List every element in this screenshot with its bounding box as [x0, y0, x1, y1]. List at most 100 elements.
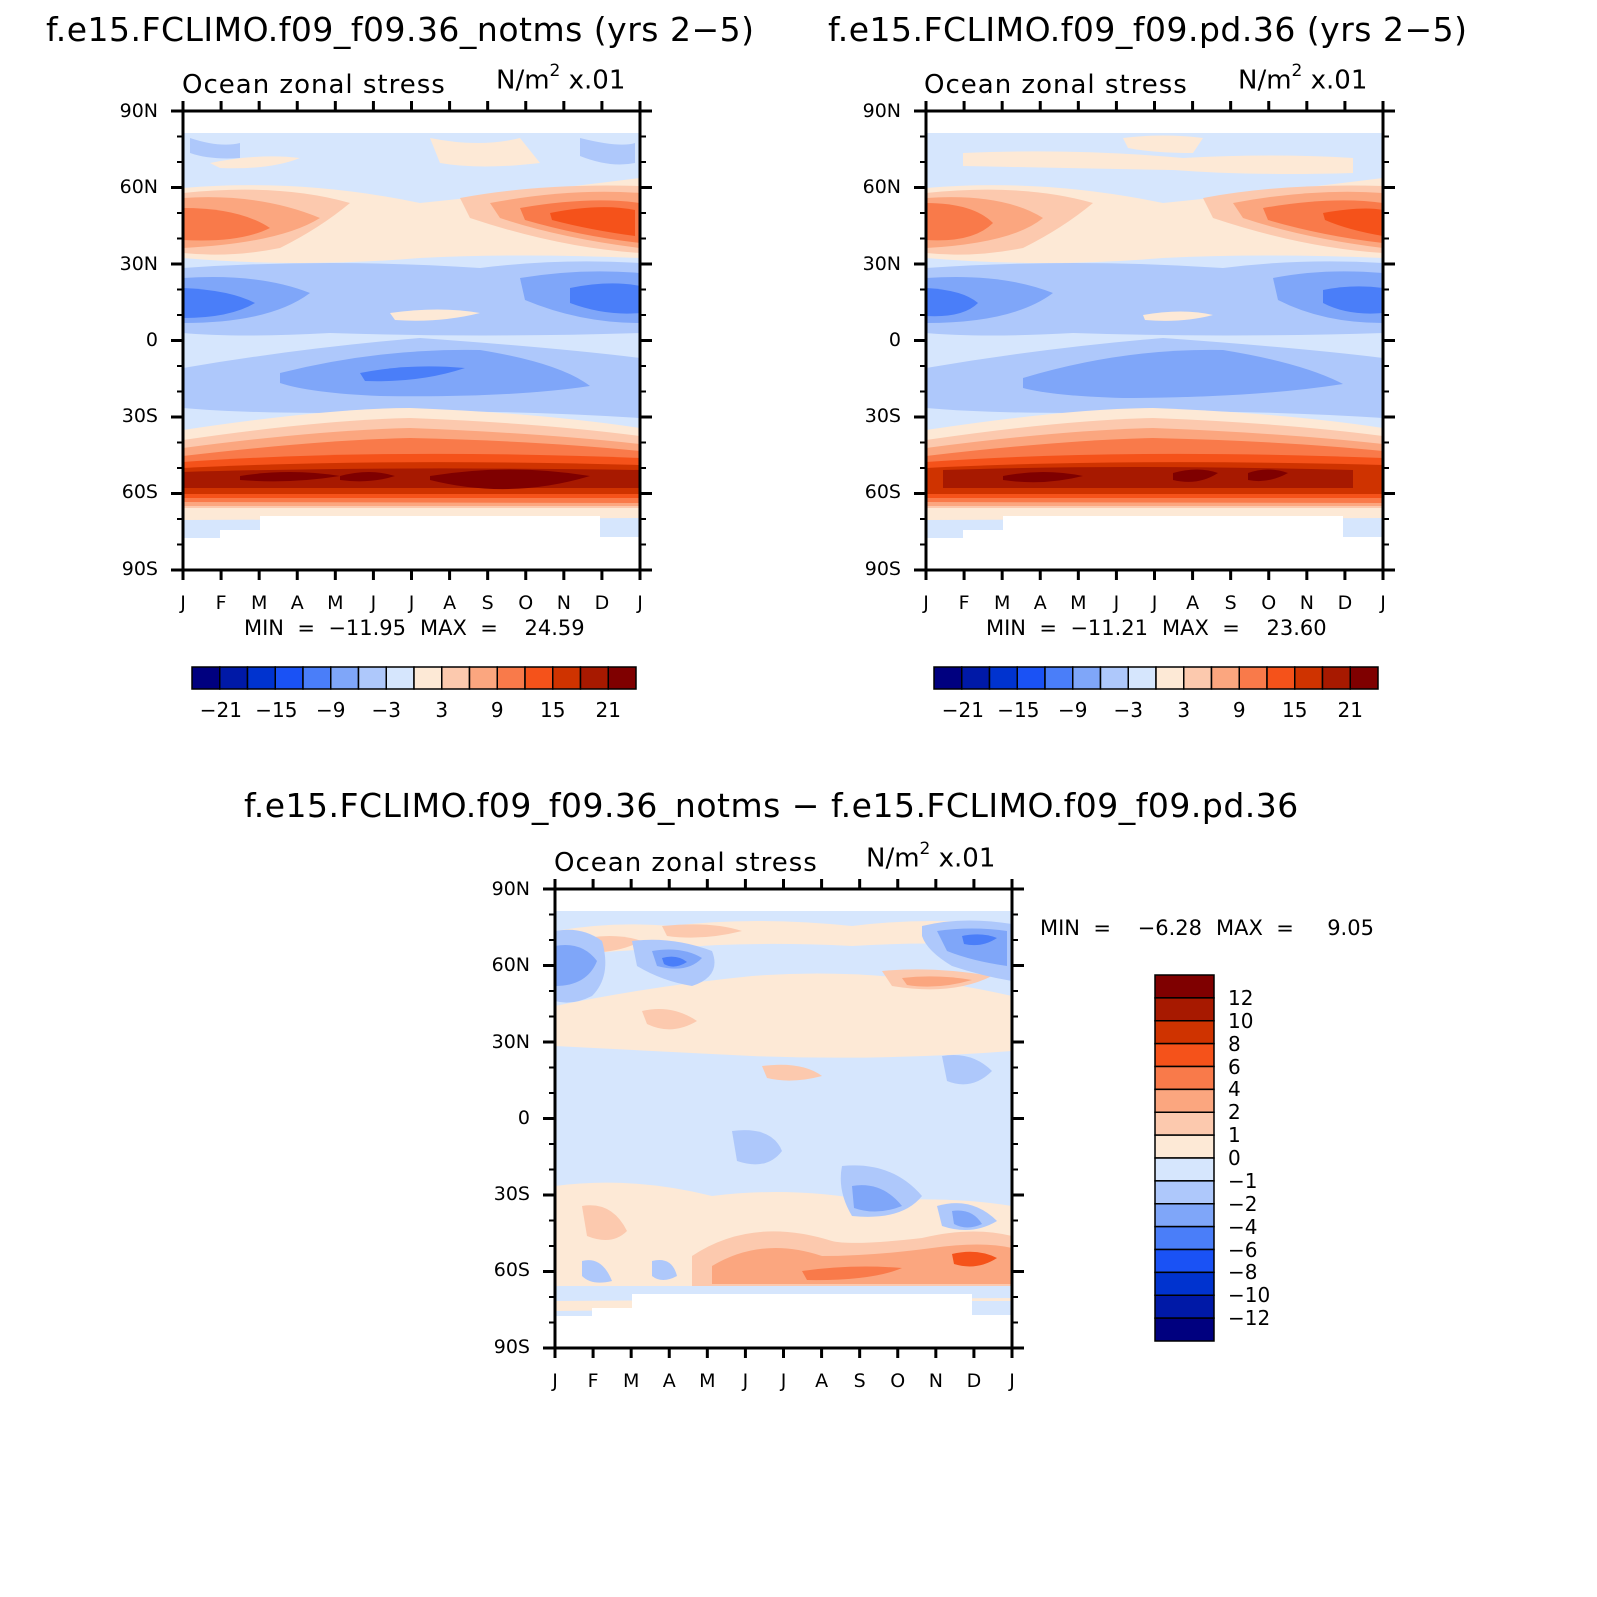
panel3-plot — [543, 879, 1024, 1358]
panel2-ylabel: 60S — [864, 481, 901, 503]
panel2-title: f.e15.FCLIMO.f09_f09.pd.36 (yrs 2−5) — [828, 10, 1468, 49]
colorbar-box — [961, 666, 991, 690]
colorbar-label: −21 — [941, 698, 984, 722]
colorbar-box — [1154, 1248, 1215, 1274]
colorbar-box — [1044, 666, 1074, 690]
panel3-colorbar — [1154, 974, 1215, 1342]
colorbar-box — [385, 666, 415, 690]
colorbar-box — [579, 666, 609, 690]
colorbar-label: 21 — [1337, 698, 1363, 722]
x-tick-label: M — [622, 1370, 640, 1392]
x-tick-label: J — [1380, 592, 1386, 614]
x-tick-label: S — [853, 1370, 866, 1392]
colorbar-label: 12 — [1228, 985, 1254, 1010]
x-tick-label: F — [958, 592, 970, 614]
x-tick-label: S — [481, 592, 494, 614]
colorbar-box — [219, 666, 249, 690]
x-tick-label: M — [250, 592, 268, 614]
colorbar-label: 9 — [1232, 698, 1246, 722]
panel3-ylabel: 60S — [493, 1259, 530, 1281]
panel1-colorbar — [191, 666, 637, 690]
colorbar-label: −10 — [1228, 1283, 1271, 1308]
colorbar-box — [1016, 666, 1046, 690]
colorbar-label: 0 — [1228, 1146, 1241, 1170]
colorbar-label: −2 — [1228, 1191, 1258, 1216]
colorbar-box — [1154, 997, 1215, 1022]
colorbar-box — [1154, 1111, 1215, 1136]
colorbar-label: 3 — [1177, 698, 1191, 722]
x-tick-label: D — [1337, 592, 1353, 614]
colorbar-box — [1238, 666, 1268, 690]
panel1-ylabel: 30S — [121, 405, 158, 427]
colorbar-label: −3 — [1113, 698, 1143, 722]
panel2-ylabel: 60N — [862, 176, 901, 198]
panel3-ylabel: 90N — [491, 878, 530, 900]
x-tick-label: A — [443, 592, 457, 614]
colorbar-label: −1 — [1228, 1168, 1258, 1193]
panel3-min: MIN = −6.28 — [1040, 916, 1203, 940]
x-tick-label: J — [637, 592, 643, 614]
panel2-min: MIN = −11.21 — [986, 616, 1149, 640]
colorbar-label: −8 — [1228, 1260, 1258, 1285]
colorbar-box — [1155, 666, 1185, 690]
panel1-ylabel: 60S — [121, 481, 158, 503]
panel3-ylabel: 90S — [493, 1336, 530, 1358]
colorbar-label: 15 — [1282, 698, 1308, 722]
colorbar-box — [1154, 1134, 1215, 1159]
colorbar-box — [357, 666, 387, 690]
x-tick-label: A — [815, 1370, 829, 1392]
panel2-ylabel: 90S — [864, 558, 901, 580]
x-tick-label: D — [966, 1370, 982, 1392]
colorbar-box — [1349, 666, 1379, 690]
panel1-ylabel: 30N — [119, 253, 158, 275]
x-tick-label: O — [518, 592, 534, 614]
colorbar-box — [246, 666, 276, 690]
x-tick-label: J — [742, 1370, 749, 1392]
x-tick-label: M — [699, 1370, 716, 1392]
x-tick-label: D — [594, 592, 610, 614]
colorbar-box — [1154, 1294, 1215, 1319]
colorbar-box — [441, 666, 471, 690]
x-tick-label: F — [215, 592, 227, 614]
colorbar-label: 10 — [1228, 1008, 1254, 1033]
x-tick-label: S — [1224, 592, 1237, 614]
x-tick-label: M — [993, 592, 1011, 614]
colorbar-label: −6 — [1228, 1237, 1258, 1262]
colorbar-box — [413, 666, 443, 690]
colorbar-box — [1154, 1225, 1215, 1251]
x-tick-label: A — [290, 592, 304, 614]
x-tick-label: J — [1151, 592, 1158, 614]
x-tick-label: F — [587, 1370, 599, 1392]
colorbar-box — [1072, 666, 1102, 690]
colorbar-box — [933, 666, 963, 690]
colorbar-box — [468, 666, 498, 690]
colorbar-label: −15 — [997, 698, 1040, 722]
colorbar-box — [607, 666, 637, 690]
panel3-ylabel: 30S — [493, 1183, 530, 1205]
panel3-units: N/m2 x.01 — [866, 839, 996, 874]
colorbar-box — [1154, 1180, 1215, 1205]
colorbar-box — [1321, 666, 1351, 690]
colorbar-box — [496, 666, 526, 690]
colorbar-box — [1266, 666, 1296, 690]
colorbar-box — [330, 666, 360, 690]
panel2-plot — [914, 101, 1395, 580]
panel2-colorbar — [933, 666, 1379, 690]
panel1-subtitle: Ocean zonal stress — [182, 70, 446, 100]
x-tick-label: M — [1070, 592, 1087, 614]
panel3-max: MAX = 9.05 — [1216, 916, 1374, 940]
panel1-units: N/m2 x.01 — [496, 61, 626, 96]
x-tick-label: J — [1113, 592, 1120, 614]
x-tick-label: O — [1261, 592, 1277, 614]
colorbar-box — [274, 666, 304, 690]
colorbar-label: 4 — [1228, 1077, 1241, 1102]
colorbar-label: −9 — [1058, 698, 1088, 722]
colorbar-label: −4 — [1228, 1214, 1258, 1239]
colorbar-label: 3 — [435, 698, 449, 722]
colorbar-box — [988, 666, 1018, 690]
panel1-ylabel: 0 — [145, 329, 158, 351]
x-tick-label: J — [780, 1370, 787, 1392]
x-tick-label: J — [552, 1370, 558, 1392]
colorbar-box — [1154, 1042, 1215, 1068]
colorbar-label: 6 — [1228, 1054, 1241, 1079]
